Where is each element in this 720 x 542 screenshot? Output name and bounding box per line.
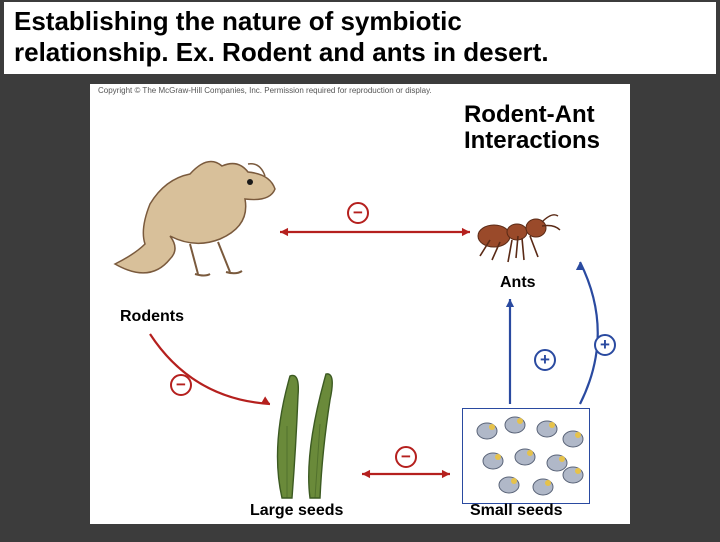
edge-sign-large-small: − xyxy=(395,446,417,468)
edge-sign-small-ants-1: + xyxy=(534,349,556,371)
edge-sign-rodents-large: − xyxy=(170,374,192,396)
edge-sign-rodents-ants: − xyxy=(347,202,369,224)
edge-sign-small-ants-2: + xyxy=(594,334,616,356)
node-label-rodents: Rodents xyxy=(120,308,184,326)
ant-illustration xyxy=(472,202,562,267)
node-label-small_seeds: Small seeds xyxy=(470,502,563,520)
node-label-ants: Ants xyxy=(500,274,536,292)
node-label-large_seeds: Large seeds xyxy=(250,502,343,520)
rodent-illustration xyxy=(110,144,280,284)
small-seeds-illustration xyxy=(463,409,591,505)
large-seeds-illustration xyxy=(240,366,360,506)
slide-title: Establishing the nature of symbiotic rel… xyxy=(4,2,716,74)
title-line-1: Establishing the nature of symbiotic xyxy=(14,6,706,37)
title-line-2: relationship. Ex. Rodent and ants in des… xyxy=(14,37,706,68)
diagram-figure: Copyright © The McGraw-Hill Companies, I… xyxy=(90,84,630,524)
small-seeds-frame xyxy=(462,408,590,504)
